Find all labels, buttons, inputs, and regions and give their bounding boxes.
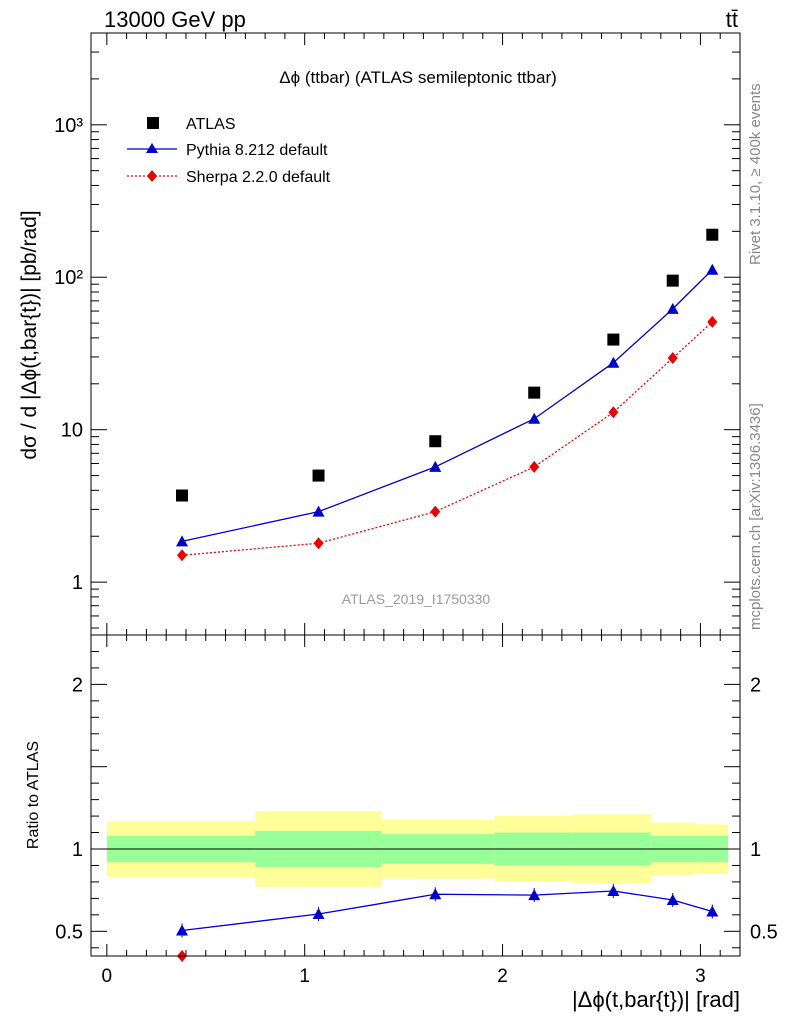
main-y-axis-label: dσ / d |Δϕ(t,bar{t})| [pb/rad] [18, 210, 41, 459]
watermark: ATLAS_2019_I1750330 [342, 591, 491, 607]
main-data-point [528, 386, 541, 399]
x-tick-label: 2 [497, 966, 508, 987]
ratio-y-tick-label-right: 1 [750, 839, 761, 861]
main-data-point [706, 263, 719, 275]
ratio-plot-frame [90, 634, 741, 957]
legend-atlas-label: ATLAS [186, 116, 236, 133]
ratio-y-tick-label-right: 0.5 [750, 921, 778, 943]
legend-pythia-marker [146, 143, 158, 153]
ratio-data-point [607, 884, 620, 896]
ratio-y-tick-label-left: 0.5 [55, 921, 83, 943]
main-data-point [313, 537, 324, 550]
main-data-point [430, 505, 441, 518]
legend-sherpa-marker [147, 170, 157, 182]
ratio-y-axis-label: Ratio to ATLAS [25, 741, 42, 849]
main-data-point [176, 489, 189, 502]
legend-pythia-label: Pythia 8.212 default [186, 142, 328, 159]
main-data-point [528, 412, 541, 424]
main-y-tick-label: 10³ [54, 115, 83, 137]
x-axis-label: |Δϕ(t,bar{t})| [rad] [572, 987, 740, 1012]
main-data-point [312, 469, 325, 482]
main-data-point [429, 435, 442, 448]
main-data-point [607, 356, 620, 368]
main-series-line-1 [181, 269, 713, 543]
ratio-y-tick-label-left: 1 [72, 839, 83, 861]
x-tick-label: 0 [102, 966, 113, 987]
main-data-point [707, 315, 718, 328]
main-title: Δϕ (ttbar) (ATLAS semileptonic ttbar) [279, 68, 557, 87]
main-data-point [312, 505, 325, 517]
main-y-tick-label: 1 [72, 572, 83, 594]
rivet-label: Rivet 3.1.10, ≥ 400k events [747, 83, 764, 265]
main-y-tick-label: 10 [61, 420, 83, 442]
main-data-point [176, 535, 189, 547]
ratio-data-point [176, 924, 189, 936]
main-y-tick-label: 10² [54, 267, 83, 289]
main-data-point [666, 302, 679, 314]
main-data-point [177, 549, 188, 562]
ratio-data-point [666, 894, 679, 906]
main-data-point [667, 352, 678, 365]
legend-atlas-marker [147, 117, 159, 129]
ratio-data-point [429, 888, 442, 900]
main-data-point [607, 333, 620, 346]
ratio-series-line-0 [181, 890, 713, 932]
energy-label: 13000 GeV pp [104, 7, 246, 32]
x-tick-label: 3 [695, 966, 706, 987]
ratio-data-point [528, 889, 541, 901]
ratio-y-tick-label-right: 2 [750, 674, 761, 696]
legend-sherpa-label: Sherpa 2.2.0 default [186, 169, 331, 186]
ratio-y-tick-label-left: 2 [72, 674, 83, 696]
process-label: tt̄ [726, 7, 738, 32]
ratio-data-point [706, 905, 719, 917]
main-data-point [706, 228, 719, 241]
main-data-point [429, 460, 442, 472]
main-data-point [666, 274, 679, 287]
main-series-line-2 [181, 321, 713, 556]
main-data-point [608, 406, 619, 419]
mcplots-label: mcplots.cern.ch [arXiv:1306.3436] [747, 403, 764, 630]
legend: ATLAS Pythia 8.212 default Sherpa 2.2.0 … [127, 116, 331, 186]
main-data-point [529, 460, 540, 473]
ratio-data-point [312, 908, 325, 920]
x-tick-label: 1 [299, 966, 310, 987]
